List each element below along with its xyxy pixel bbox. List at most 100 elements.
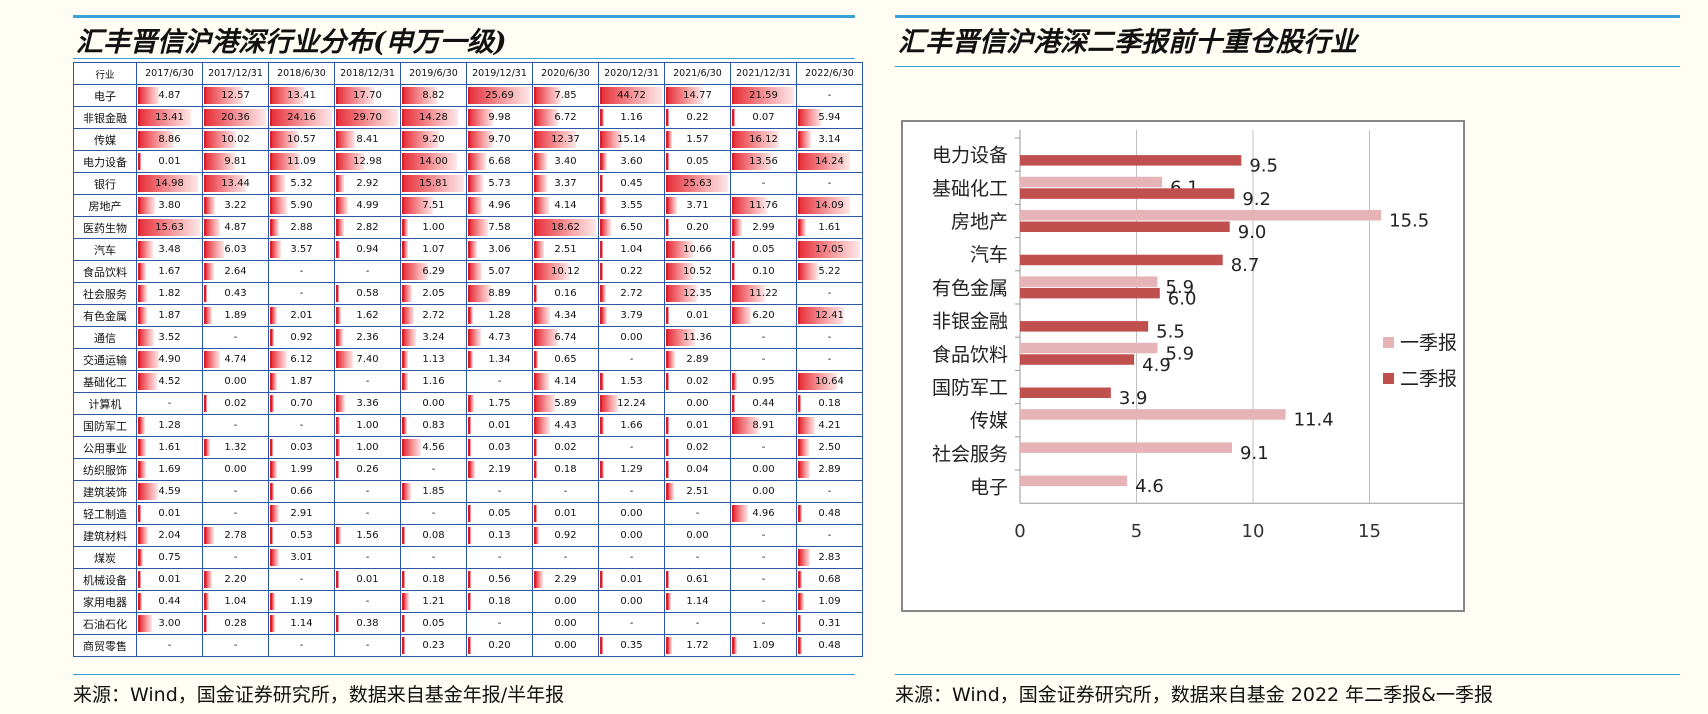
cell-value: 1.00 bbox=[422, 222, 445, 233]
value-cell: 1.00 bbox=[334, 436, 401, 459]
value-cell: - bbox=[796, 84, 863, 107]
value-cell: - bbox=[796, 172, 863, 195]
value-cell: - bbox=[730, 612, 797, 635]
value-cell: 3.24 bbox=[400, 326, 467, 349]
data-bar bbox=[732, 395, 736, 412]
value-cell: 14.28 bbox=[400, 106, 467, 129]
cell-value: 9.98 bbox=[488, 112, 511, 123]
data-bar bbox=[138, 417, 145, 434]
cell-value: 6.74 bbox=[554, 332, 577, 343]
cell-value: - bbox=[827, 486, 832, 497]
bar-q2 bbox=[1020, 221, 1230, 232]
cell-value: 0.03 bbox=[488, 442, 511, 453]
data-bar bbox=[138, 153, 141, 170]
value-cell: 7.58 bbox=[466, 216, 533, 239]
column-header-date: 2020/12/31 bbox=[598, 62, 665, 85]
data-bar bbox=[666, 197, 677, 214]
data-bar bbox=[402, 219, 408, 236]
cell-value: 0.00 bbox=[752, 486, 775, 497]
value-cell: 0.00 bbox=[532, 612, 599, 635]
cell-value: - bbox=[365, 376, 370, 387]
value-cell: - bbox=[400, 546, 467, 569]
value-cell: 0.01 bbox=[532, 502, 599, 525]
cell-value: 2.89 bbox=[818, 464, 841, 475]
cell-value: - bbox=[233, 552, 238, 563]
value-cell: 0.28 bbox=[202, 612, 269, 635]
bar-q2 bbox=[1020, 321, 1149, 332]
cell-value: 0.18 bbox=[488, 596, 511, 607]
value-cell: 3.52 bbox=[136, 326, 203, 349]
value-cell: 1.87 bbox=[136, 304, 203, 327]
cell-value: 1.04 bbox=[620, 244, 643, 255]
data-bar bbox=[402, 417, 408, 434]
cell-value: 14.00 bbox=[419, 156, 448, 167]
cell-value: 1.67 bbox=[158, 266, 181, 277]
value-cell: 4.34 bbox=[532, 304, 599, 327]
value-cell: 0.00 bbox=[598, 502, 665, 525]
value-cell: - bbox=[598, 612, 665, 635]
data-bar bbox=[666, 571, 670, 588]
cell-value: 0.01 bbox=[488, 420, 511, 431]
value-cell: - bbox=[400, 458, 467, 481]
data-bar bbox=[600, 395, 619, 412]
value-cell: - bbox=[730, 436, 797, 459]
value-cell: 0.00 bbox=[730, 480, 797, 503]
cell-value: 3.22 bbox=[224, 200, 247, 211]
value-cell: 14.98 bbox=[136, 172, 203, 195]
data-bar bbox=[138, 307, 148, 324]
data-bar bbox=[798, 153, 851, 170]
data-bar bbox=[204, 263, 214, 280]
value-cell: 1.57 bbox=[664, 128, 731, 151]
value-cell: 0.44 bbox=[136, 590, 203, 613]
cell-value: 0.00 bbox=[224, 376, 247, 387]
cell-value: 0.44 bbox=[752, 398, 775, 409]
cell-value: 1.32 bbox=[224, 442, 247, 453]
cell-value: 25.63 bbox=[683, 178, 712, 189]
data-bar bbox=[468, 241, 478, 258]
cell-value: 0.45 bbox=[620, 178, 643, 189]
value-cell: 0.00 bbox=[202, 370, 269, 393]
value-cell: 13.41 bbox=[136, 106, 203, 129]
cell-value: - bbox=[629, 442, 634, 453]
table-row: 通信 3.52 - 0.92 2.36 3.24 4.73 6.74 0.00 11.36 - - bbox=[73, 326, 863, 349]
data-bar bbox=[402, 527, 405, 544]
cell-value: 0.92 bbox=[290, 332, 313, 343]
data-bar bbox=[336, 307, 342, 324]
cell-value: 14.28 bbox=[419, 112, 448, 123]
data-bar bbox=[204, 307, 212, 324]
cell-value: 3.40 bbox=[554, 156, 577, 167]
value-cell: 4.14 bbox=[532, 194, 599, 217]
data-label: 11.4 bbox=[1294, 410, 1334, 431]
data-bar bbox=[468, 417, 471, 434]
data-bar bbox=[798, 307, 844, 324]
cell-value: - bbox=[827, 90, 832, 101]
data-bar bbox=[270, 241, 281, 258]
data-bar bbox=[468, 395, 475, 412]
cell-value: 0.44 bbox=[158, 596, 181, 607]
left-panel-source: 来源：Wind，国金证券研究所，数据来自基金年报/半年报 bbox=[73, 684, 565, 706]
cell-value: 2.50 bbox=[818, 442, 841, 453]
data-bar bbox=[534, 395, 555, 412]
value-cell: - bbox=[664, 546, 731, 569]
cell-value: 4.87 bbox=[224, 222, 247, 233]
cell-value: - bbox=[233, 486, 238, 497]
value-cell: - bbox=[268, 260, 335, 283]
table-row: 银行 14.98 13.44 5.32 2.92 15.81 5.73 3.37 0.45 25.… bbox=[73, 172, 863, 195]
data-bar bbox=[468, 219, 488, 236]
data-bar bbox=[534, 175, 547, 192]
cell-value: 0.20 bbox=[488, 640, 511, 651]
bar-q1 bbox=[1020, 475, 1128, 487]
cell-value: 8.86 bbox=[158, 134, 181, 145]
cell-value: 1.09 bbox=[818, 596, 841, 607]
value-cell: 0.00 bbox=[730, 458, 797, 481]
data-bar bbox=[468, 87, 530, 104]
value-cell: 9.81 bbox=[202, 150, 269, 173]
x-tick-label: 10 bbox=[1242, 521, 1265, 542]
cell-value: 5.89 bbox=[554, 398, 577, 409]
bar-q2 bbox=[1020, 155, 1242, 166]
cell-value: 13.44 bbox=[221, 178, 250, 189]
data-label: 5.9 bbox=[1165, 277, 1194, 298]
value-cell: 1.13 bbox=[400, 348, 467, 371]
value-cell: - bbox=[598, 436, 665, 459]
value-cell: 0.18 bbox=[532, 458, 599, 481]
